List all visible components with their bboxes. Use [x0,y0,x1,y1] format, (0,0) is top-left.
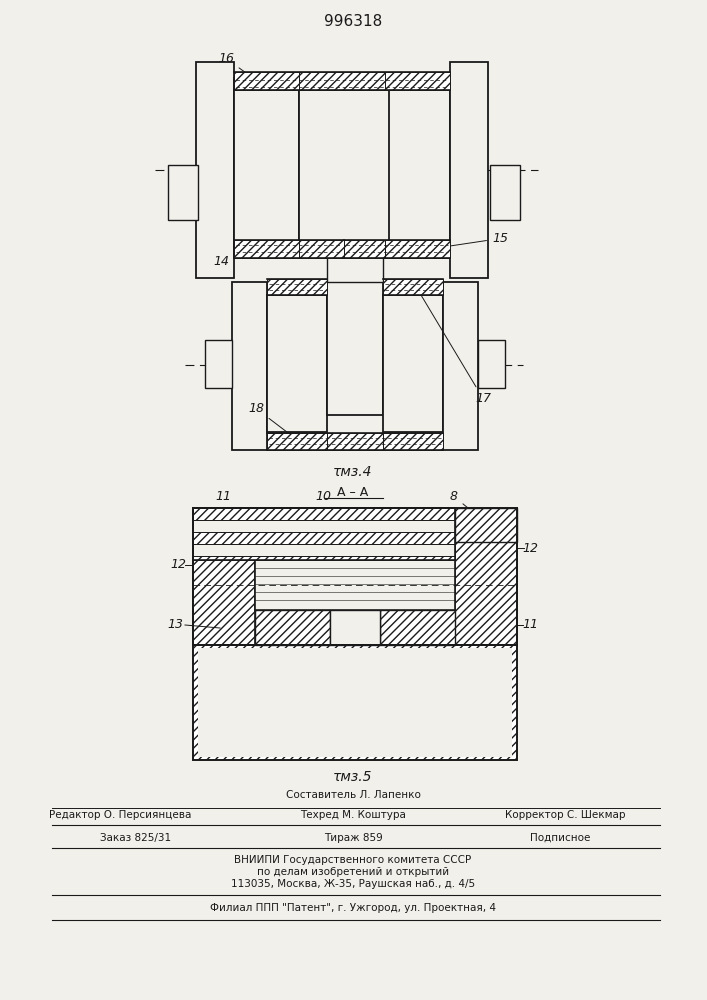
Bar [232,282,267,450]
Text: 17: 17 [416,287,491,405]
Bar [205,340,232,388]
Bar [385,240,450,258]
Bar [267,279,327,295]
Bar [380,610,455,645]
Bar [385,72,450,90]
Bar [455,508,517,542]
Bar [267,433,327,450]
Text: 10: 10 [315,490,331,535]
Text: Подписное: Подписное [530,833,590,843]
Text: Заказ 825/31: Заказ 825/31 [100,833,171,843]
Text: Редактор О. Персиянцева: Редактор О. Персиянцева [49,810,191,820]
Bar [327,248,383,282]
Text: 16: 16 [218,52,258,81]
Text: 8: 8 [450,490,483,520]
Text: 996318: 996318 [324,14,382,29]
Text: Составитель Л. Лапенко: Составитель Л. Лапенко [286,790,421,800]
Text: Филиал ППП "Патент", г. Ужгород, ул. Проектная, 4: Филиал ППП "Патент", г. Ужгород, ул. Про… [210,903,496,913]
Text: ВНИИПИ Государственного комитета СССР: ВНИИПИ Государственного комитета СССР [235,855,472,865]
Bar [443,282,478,450]
Text: τмз.4: τмз.4 [333,465,373,479]
Bar [193,508,455,520]
Text: 13: 13 [167,618,183,632]
Bar [234,78,299,258]
Bar [193,556,455,560]
Text: 12: 12 [522,542,538,554]
Bar [383,295,443,432]
Text: 14: 14 [213,249,245,268]
Bar [193,532,455,544]
Bar [478,340,505,388]
Bar [327,433,383,450]
Bar [299,82,389,248]
Bar [299,72,389,90]
Bar [267,295,327,432]
Text: 15: 15 [393,232,508,255]
Bar [193,520,455,532]
Bar [385,78,450,258]
Text: по делам изобретений и открытий: по делам изобретений и открытий [257,867,449,877]
Text: 11: 11 [522,618,538,632]
Bar [168,165,198,220]
Text: Корректор С. Шекмар: Корректор С. Шекмар [505,810,625,820]
Bar [196,62,234,278]
Bar [450,62,488,278]
Text: 113035, Москва, Ж-35, Раушская наб., д. 4/5: 113035, Москва, Ж-35, Раушская наб., д. … [231,879,475,889]
Polygon shape [198,648,512,757]
Bar [455,542,517,645]
Text: τмз.5: τмз.5 [333,770,373,784]
Bar [255,560,455,610]
Bar [383,433,443,450]
Bar [255,610,330,645]
Text: A – A: A – A [337,486,368,498]
Text: Техред М. Коштура: Техред М. Коштура [300,810,406,820]
Text: 12: 12 [170,558,186,572]
Bar [327,282,383,415]
Bar [490,165,520,220]
Bar [234,72,299,90]
Bar [383,279,443,295]
Bar [193,544,455,556]
Bar [344,240,385,258]
Text: 11: 11 [215,490,238,514]
Text: Тираж 859: Тираж 859 [324,833,382,843]
Bar [234,240,299,258]
Text: 18: 18 [248,402,298,440]
Bar [193,542,255,645]
Polygon shape [193,645,517,760]
Bar [330,610,380,645]
Bar [299,240,344,258]
